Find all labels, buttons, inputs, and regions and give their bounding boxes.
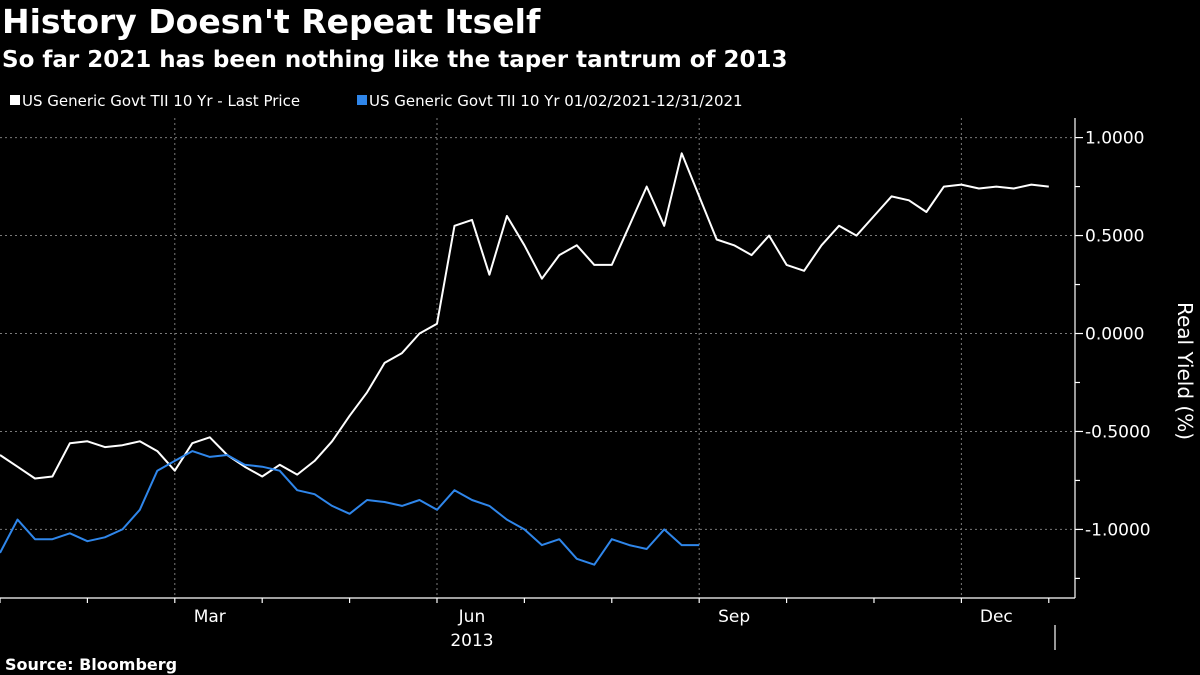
x-tick-label: Jun: [458, 607, 486, 627]
legend-label-2021: US Generic Govt TII 10 Yr 01/02/2021-12/…: [369, 92, 743, 110]
x-tick-label: Sep: [718, 607, 750, 627]
legend: US Generic Govt TII 10 Yr - Last Price U…: [10, 92, 743, 110]
series-line-2013: [0, 152, 1049, 480]
y-tick-label: 1.0000: [1085, 129, 1144, 149]
y-tick-label: 0.5000: [1085, 227, 1144, 247]
chart-subtitle: So far 2021 has been nothing like the ta…: [2, 47, 788, 73]
y-axis-label: Real Yield (%): [1173, 302, 1197, 440]
legend-swatch-2013: [10, 95, 20, 105]
gridlines: [0, 118, 1075, 598]
legend-swatch-2021: [357, 95, 367, 105]
x-tick-label: Mar: [194, 607, 226, 627]
series-line-2021: [0, 450, 700, 566]
chart-title: History Doesn't Repeat Itself: [2, 2, 541, 41]
y-tick-label: 0.0000: [1085, 325, 1144, 345]
x-year-label: 2013: [450, 631, 493, 651]
series-lines: [0, 152, 1049, 566]
x-tick-label: Dec: [980, 607, 1013, 627]
axes: [0, 118, 1083, 650]
y-tick-label: -0.5000: [1085, 422, 1151, 442]
source-note: Source: Bloomberg: [5, 655, 177, 674]
legend-label-2013: US Generic Govt TII 10 Yr - Last Price: [22, 92, 300, 110]
x-tick-labels: Mar Jun Sep Dec 2013: [194, 607, 1013, 651]
y-tick-label: -1.0000: [1085, 520, 1151, 540]
y-tick-labels: 1.0000 0.5000 0.0000 -0.5000 -1.0000: [1085, 129, 1151, 541]
